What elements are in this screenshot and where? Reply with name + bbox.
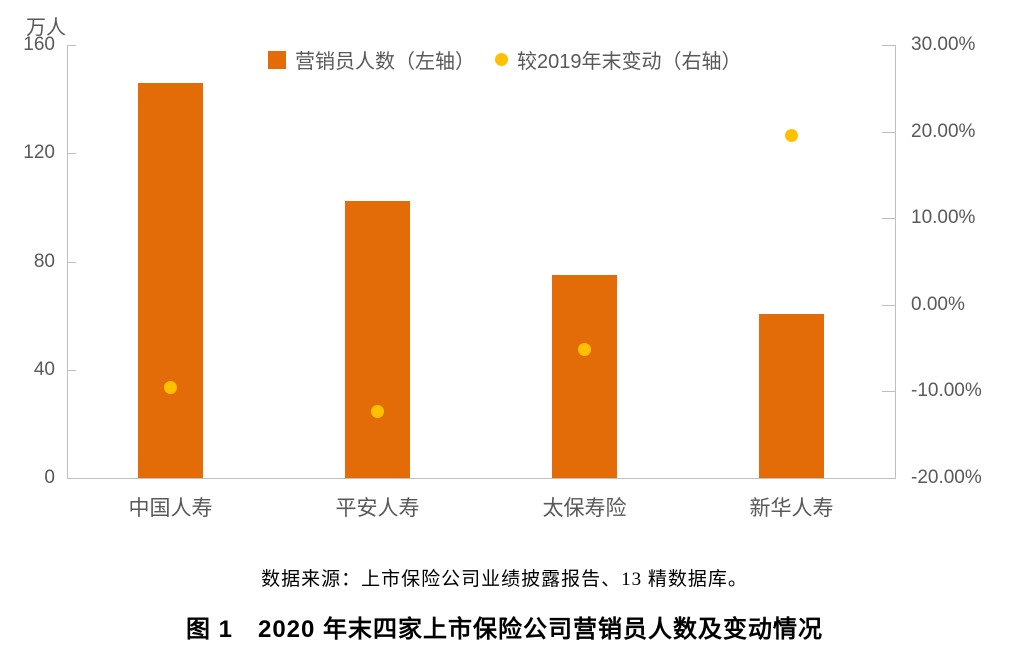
left-axis-tick-label: 0 [44,467,55,488]
left-axis-line [67,45,68,478]
bar-0 [138,83,203,478]
left-axis-tick [68,45,76,46]
right-axis-tick [882,218,895,220]
legend-item-dot-series: 较2019年末变动（右轴） [495,45,742,74]
bottom-axis-line [67,478,896,479]
right-axis-tick [882,478,895,479]
dot-2 [578,343,591,357]
right-axis-line [895,45,896,479]
dot-0 [164,381,177,395]
legend-label-bar-series: 营销员人数（左轴） [295,51,475,73]
right-axis-tick-label: -10.00% [911,380,982,402]
source-note: 数据来源：上市保险公司业绩披露报告、13 精数据库。 [261,569,748,590]
category-label-2: 太保寿险 [542,497,627,520]
right-axis-tick [882,131,895,133]
bar-1 [345,200,410,478]
right-axis-tick [882,304,895,306]
legend-label-dot-series: 较2019年末变动（右轴） [517,51,742,73]
left-axis-tick [68,478,76,479]
right-axis-tick [882,391,895,393]
bar-3 [759,314,824,478]
left-axis-tick [68,261,76,263]
bar-2 [552,275,617,478]
chart-legend: 营销员人数（左轴） 较2019年末变动（右轴） [268,45,742,74]
left-axis-tick-label: 120 [23,142,55,164]
bar-series-swatch-icon [268,50,286,69]
dot-1 [371,404,384,418]
right-axis-tick-label: 20.00% [911,120,976,142]
left-axis-tick-label: 160 [23,34,55,55]
dot-series-swatch-icon [495,53,508,66]
dot-3 [785,129,798,143]
right-axis-tick-label: 30.00% [911,34,976,55]
left-axis-tick [68,153,76,155]
category-label-1: 平安人寿 [335,497,420,520]
left-axis-tick [68,369,76,371]
left-axis-tick-label: 80 [33,250,55,272]
right-axis-tick-label: -20.00% [911,467,982,488]
legend-item-bar-series: 营销员人数（左轴） [268,45,475,74]
category-label-3: 新华人寿 [749,497,834,520]
left-axis-tick-label: 40 [33,358,55,380]
left-axis-unit-label: 万人 [26,17,66,39]
figure-caption: 图 1 2020 年末四家上市保险公司营销员人数及变动情况 [185,616,824,643]
category-label-0: 中国人寿 [128,497,213,520]
right-axis-tick-label: 0.00% [911,293,965,315]
right-axis-tick [882,45,895,46]
right-axis-tick-label: 10.00% [911,207,976,229]
